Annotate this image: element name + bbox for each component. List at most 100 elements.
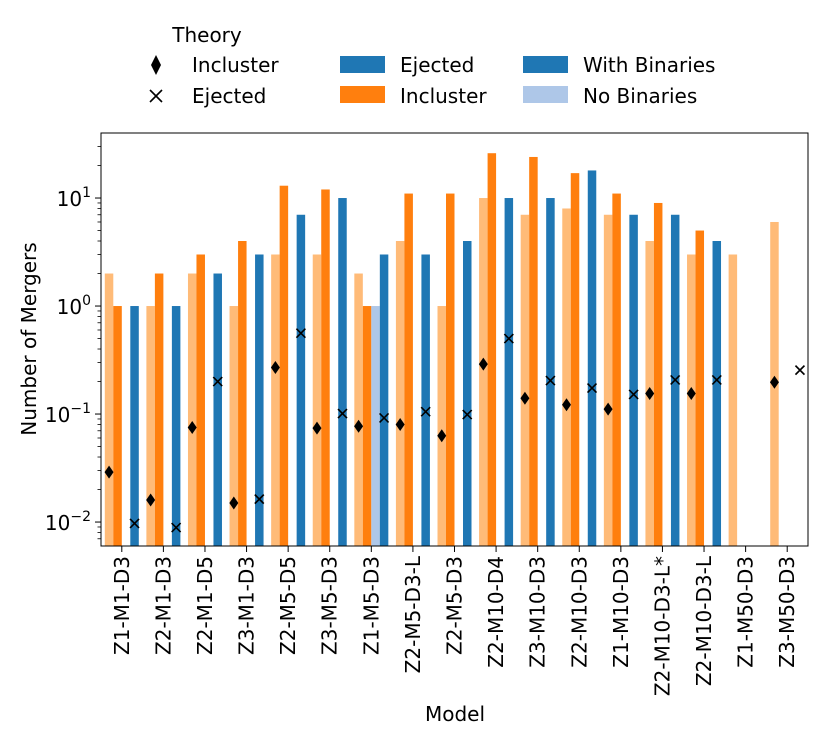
bar [487, 153, 497, 546]
bar [312, 254, 322, 546]
x-tick-label: Z2-M5-D3 [443, 556, 467, 655]
bar [463, 241, 472, 546]
theory-ejected-marker [171, 522, 182, 533]
y-tick-label: 101 [57, 185, 91, 211]
theory-ejected-marker [628, 389, 639, 400]
theory-ejected-marker [670, 374, 681, 385]
legend-swatch-ejected [340, 56, 385, 73]
legend-no-binaries-label: No Binaries [583, 84, 697, 108]
theory-incluster-marker [645, 386, 655, 400]
bar [653, 202, 663, 546]
bar [255, 254, 264, 546]
legend-ejected-label: Ejected [400, 53, 474, 77]
bar [171, 306, 181, 546]
theory-incluster-marker [395, 418, 405, 432]
theory-ejected-marker [337, 408, 348, 419]
legend: Theory Incluster Ejected Ejected Inclust… [149, 23, 715, 108]
legend-swatch-with-binaries [523, 56, 568, 73]
legend-theory-ejected-label: Ejected [192, 84, 266, 108]
x-tick-label: Z3-M1-D3 [235, 556, 259, 655]
x-tick-label: Z1-M1-D3 [110, 556, 134, 655]
theory-ejected-marker [545, 375, 556, 386]
theory-incluster-marker [104, 465, 114, 479]
bar [587, 170, 597, 547]
bar [395, 241, 405, 546]
bar [529, 156, 538, 546]
bar [446, 193, 455, 546]
x-tick-label: Z2-M10-D4 [484, 556, 508, 668]
theory-ejected-marker [503, 333, 514, 344]
y-axis-label: Number of Mergers [17, 242, 41, 435]
diamond-icon [151, 55, 161, 75]
x-tick-label: Z1-M50-D3 [734, 556, 758, 668]
bar [421, 254, 430, 546]
theory-incluster-marker [520, 391, 530, 405]
bar [728, 254, 738, 546]
bar [354, 273, 363, 546]
bar [187, 273, 197, 546]
bar [479, 198, 488, 547]
cross-icon [149, 89, 163, 103]
y-tick-label: 10−2 [45, 509, 91, 535]
legend-swatch-no-binaries [523, 86, 568, 103]
bar [296, 214, 306, 546]
theory-ejected-marker [129, 518, 140, 529]
x-tick-label: Z3-M10-D3 [526, 556, 550, 668]
theory-incluster-marker [229, 496, 239, 510]
bar [520, 214, 530, 546]
theory-ejected-marker [379, 412, 390, 424]
x-tick-label: Z2-M10-D3-L [692, 555, 716, 686]
theory-incluster-marker [603, 402, 613, 416]
y-tick-exponent: −2 [70, 509, 91, 525]
x-axis-label: Model [425, 702, 485, 726]
bar [437, 306, 446, 546]
bar [196, 254, 205, 546]
theory-incluster-marker [146, 493, 156, 507]
theory-incluster-marker [562, 398, 572, 412]
x-tick-label: Z1-M10-D3 [609, 556, 633, 668]
legend-theory-incluster-label: Incluster [192, 53, 279, 77]
bar [603, 214, 613, 546]
x-tick-label: Z3-M5-D3 [318, 556, 342, 655]
bar [104, 273, 114, 546]
bar [146, 306, 155, 546]
bar [213, 273, 222, 546]
theory-incluster-marker [769, 375, 779, 389]
y-tick-exponent: −1 [70, 401, 91, 417]
y-tick-label: 10−1 [45, 401, 91, 427]
legend-with-binaries-label: With Binaries [583, 53, 715, 77]
theory-incluster-marker [686, 386, 696, 400]
theory-incluster-marker [312, 421, 322, 435]
x-tick-label: Z2-M5-D5 [276, 556, 300, 655]
legend-swatch-incluster [340, 86, 385, 103]
x-tick-label: Z1-M5-D3 [359, 556, 383, 655]
bar [338, 198, 347, 547]
x-tick-label: Z3-M50-D3 [775, 556, 799, 668]
bar [321, 189, 330, 547]
theory-ejected-marker [711, 374, 722, 385]
bar [279, 185, 289, 546]
theory-ejected-marker [295, 328, 306, 339]
theory-ejected-marker [254, 494, 265, 505]
theory-ejected-marker [212, 376, 223, 387]
theory-incluster-marker [187, 421, 197, 435]
legend-title: Theory [171, 23, 242, 47]
bar [379, 254, 389, 546]
bar [130, 306, 139, 546]
bar [113, 306, 122, 546]
x-tick-label: Z2-M1-D5 [193, 556, 217, 655]
theory-incluster-marker [437, 429, 447, 443]
bar [371, 306, 380, 546]
x-tick-label: Z2-M10-D3-L* [650, 556, 674, 696]
bar [362, 306, 372, 546]
x-tick-label: Z2-M10-D3 [567, 556, 591, 668]
theory-ejected-marker [462, 409, 473, 420]
bar [271, 254, 280, 546]
bar [629, 214, 638, 546]
bar [687, 254, 696, 546]
bar [229, 306, 239, 546]
theory-incluster-marker [354, 419, 364, 433]
legend-incluster-label: Incluster [400, 84, 487, 108]
